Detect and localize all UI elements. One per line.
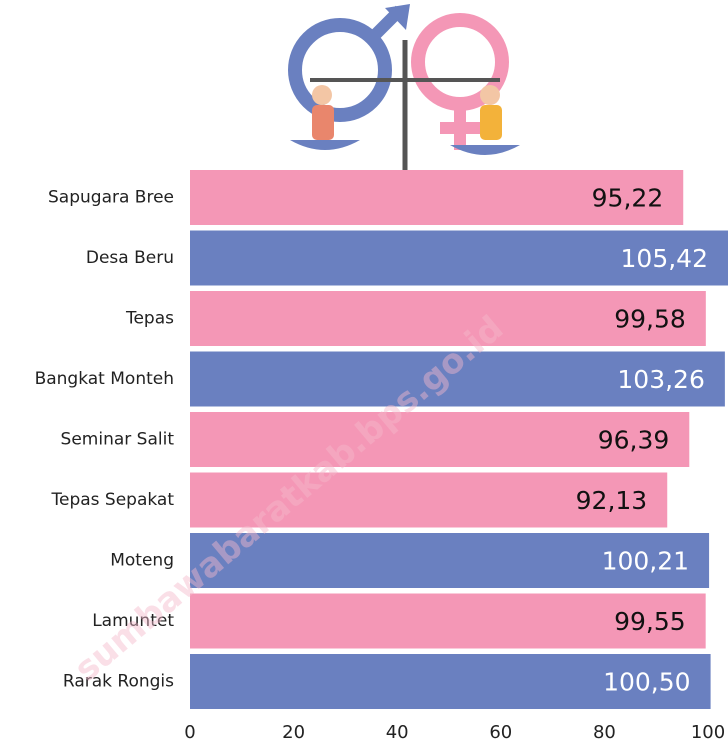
value-label: 105,42 [621, 244, 708, 273]
value-label: 100,50 [603, 668, 690, 697]
x-tick-label: 40 [386, 722, 409, 743]
bar [190, 230, 728, 286]
value-label: 95,22 [592, 184, 664, 213]
value-label: 92,13 [576, 486, 648, 515]
value-label: 99,58 [614, 305, 686, 334]
x-tick-label: 80 [593, 722, 616, 743]
value-label: 99,55 [614, 607, 686, 636]
x-tick-label: 0 [184, 722, 195, 743]
category-label: Bangkat Monteh [35, 369, 174, 389]
bar [190, 412, 690, 467]
illustration [288, 4, 520, 170]
category-label: Tepas Sepakat [50, 490, 174, 510]
bar [190, 170, 684, 225]
value-label: 103,26 [617, 365, 704, 394]
x-tick-label: 100 [691, 722, 725, 743]
bar [190, 291, 706, 346]
category-label: Moteng [110, 551, 174, 571]
bar [190, 593, 706, 649]
category-label: Tepas [125, 309, 174, 329]
category-label: Desa Beru [86, 248, 174, 268]
bar [190, 472, 668, 528]
category-label: Seminar Salit [61, 430, 175, 450]
category-label: Lamuntet [92, 611, 174, 631]
value-label: 96,39 [598, 426, 670, 455]
category-label: Rarak Rongis [63, 672, 174, 692]
bar [190, 351, 725, 407]
category-label: Sapugara Bree [48, 188, 174, 208]
x-tick-label: 20 [282, 722, 305, 743]
x-tick-label: 60 [489, 722, 512, 743]
bar [190, 533, 710, 588]
value-label: 100,21 [602, 547, 689, 576]
bar [190, 654, 711, 709]
